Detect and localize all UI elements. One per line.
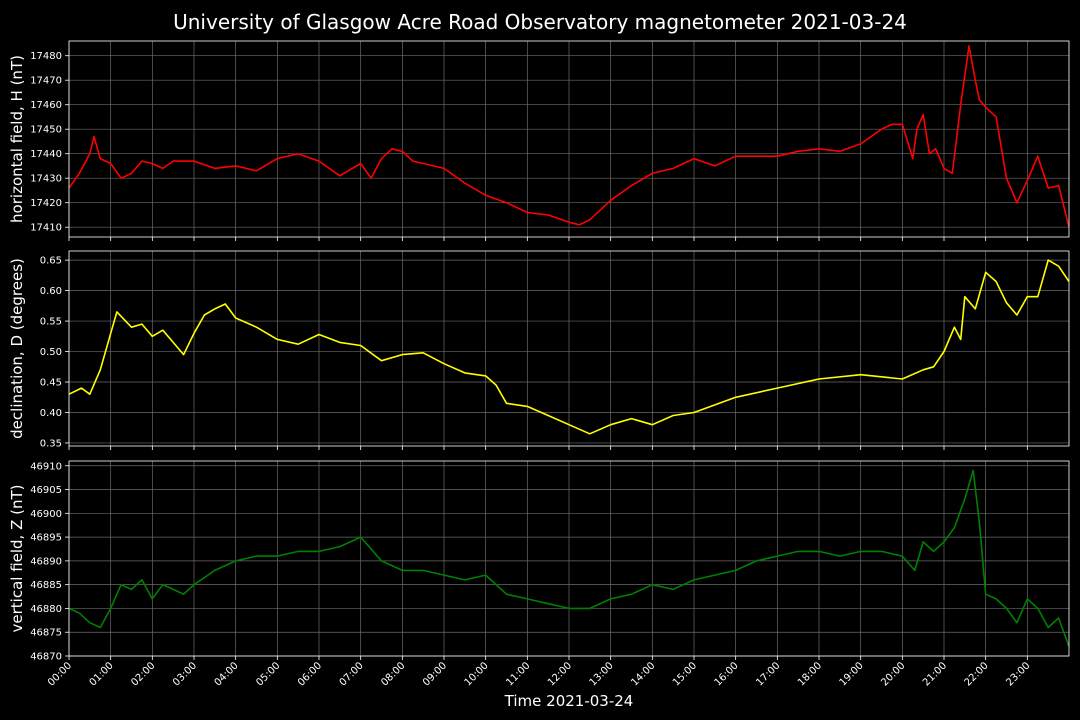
x-tick-label: 19:00 [838,660,866,688]
y-tick-label: 17480 [30,51,62,62]
x-tick-label: 23:00 [1004,660,1032,688]
y-tick-label: 0.50 [40,347,62,358]
x-tick-label: 14:00 [629,660,657,688]
x-tick-label: 13:00 [588,660,616,688]
x-tick-label: 10:00 [463,660,491,688]
y-tick-label: 17450 [30,125,62,136]
y-tick-label: 0.55 [40,317,62,328]
x-tick-label: 03:00 [171,660,199,688]
x-tick-label: 12:00 [546,660,574,688]
y-tick-label: 0.45 [40,378,62,389]
y-tick-label: 46905 [30,485,62,496]
y-tick-label: 46890 [30,556,62,567]
x-tick-label: 18:00 [796,660,824,688]
series-line [68,45,1070,228]
y-axis-label: vertical field, Z (nT) [8,484,26,632]
chart-panel-3: 46870 46875 46880 46885 46890 46895 46900 46905… [8,460,1070,663]
series-line [68,259,1070,435]
x-tick-label: 00:00 [46,660,74,688]
y-tick-label: 46880 [30,604,62,615]
y-tick-label: 17470 [30,76,62,87]
y-tick-label: 17420 [30,198,62,209]
x-tick-label: 02:00 [129,660,157,688]
x-tick-label: 20:00 [879,660,907,688]
x-tick-label: 07:00 [338,660,366,688]
x-tick-label: 11:00 [504,660,532,688]
x-tick-label: 06:00 [296,660,324,688]
y-tick-label: 46895 [30,533,62,544]
y-tick-label: 0.40 [40,408,62,419]
y-tick-label: 46900 [30,509,62,520]
y-tick-label: 46910 [30,461,62,472]
y-tick-label: 17410 [30,223,62,234]
y-tick-label: 17460 [30,100,62,111]
x-tick-label: 01:00 [88,660,116,688]
y-axis-label: horizontal field, H (nT) [8,55,26,223]
y-tick-label: 0.65 [40,256,62,267]
chart-panel-2: 0.35 0.40 0.45 0.50 0.55 0.60 0.65 declination,… [8,250,1070,450]
x-axis-label: Time 2021-03-24 [504,692,634,710]
y-tick-label: 0.35 [40,438,62,449]
chart-title: University of Glasgow Acre Road Observat… [173,10,907,34]
y-axis-label: declination, D (degrees) [8,258,26,439]
x-tick-label: 05:00 [254,660,282,688]
y-tick-label: 46875 [30,628,62,639]
x-tick-label: 16:00 [713,660,741,688]
x-tick-label: 04:00 [213,660,241,688]
y-tick-label: 46870 [30,652,62,663]
x-tick-label: 15:00 [671,660,699,688]
series-line [68,469,1070,647]
x-tick-label: 08:00 [379,660,407,688]
y-tick-label: 17440 [30,149,62,160]
y-tick-label: 17430 [30,174,62,185]
chart-panels: 17410 17420 17430 17440 17450 17460 17470 17480… [8,40,1070,689]
chart-panel-1: 17410 17420 17430 17440 17450 17460 17470 17480… [8,40,1070,241]
y-tick-label: 46885 [30,580,62,591]
x-tick-label: 21:00 [921,660,949,688]
y-tick-label: 0.60 [40,286,62,297]
x-tick-label: 22:00 [963,660,991,688]
x-tick-label: 09:00 [421,660,449,688]
x-tick-label: 17:00 [754,660,782,688]
